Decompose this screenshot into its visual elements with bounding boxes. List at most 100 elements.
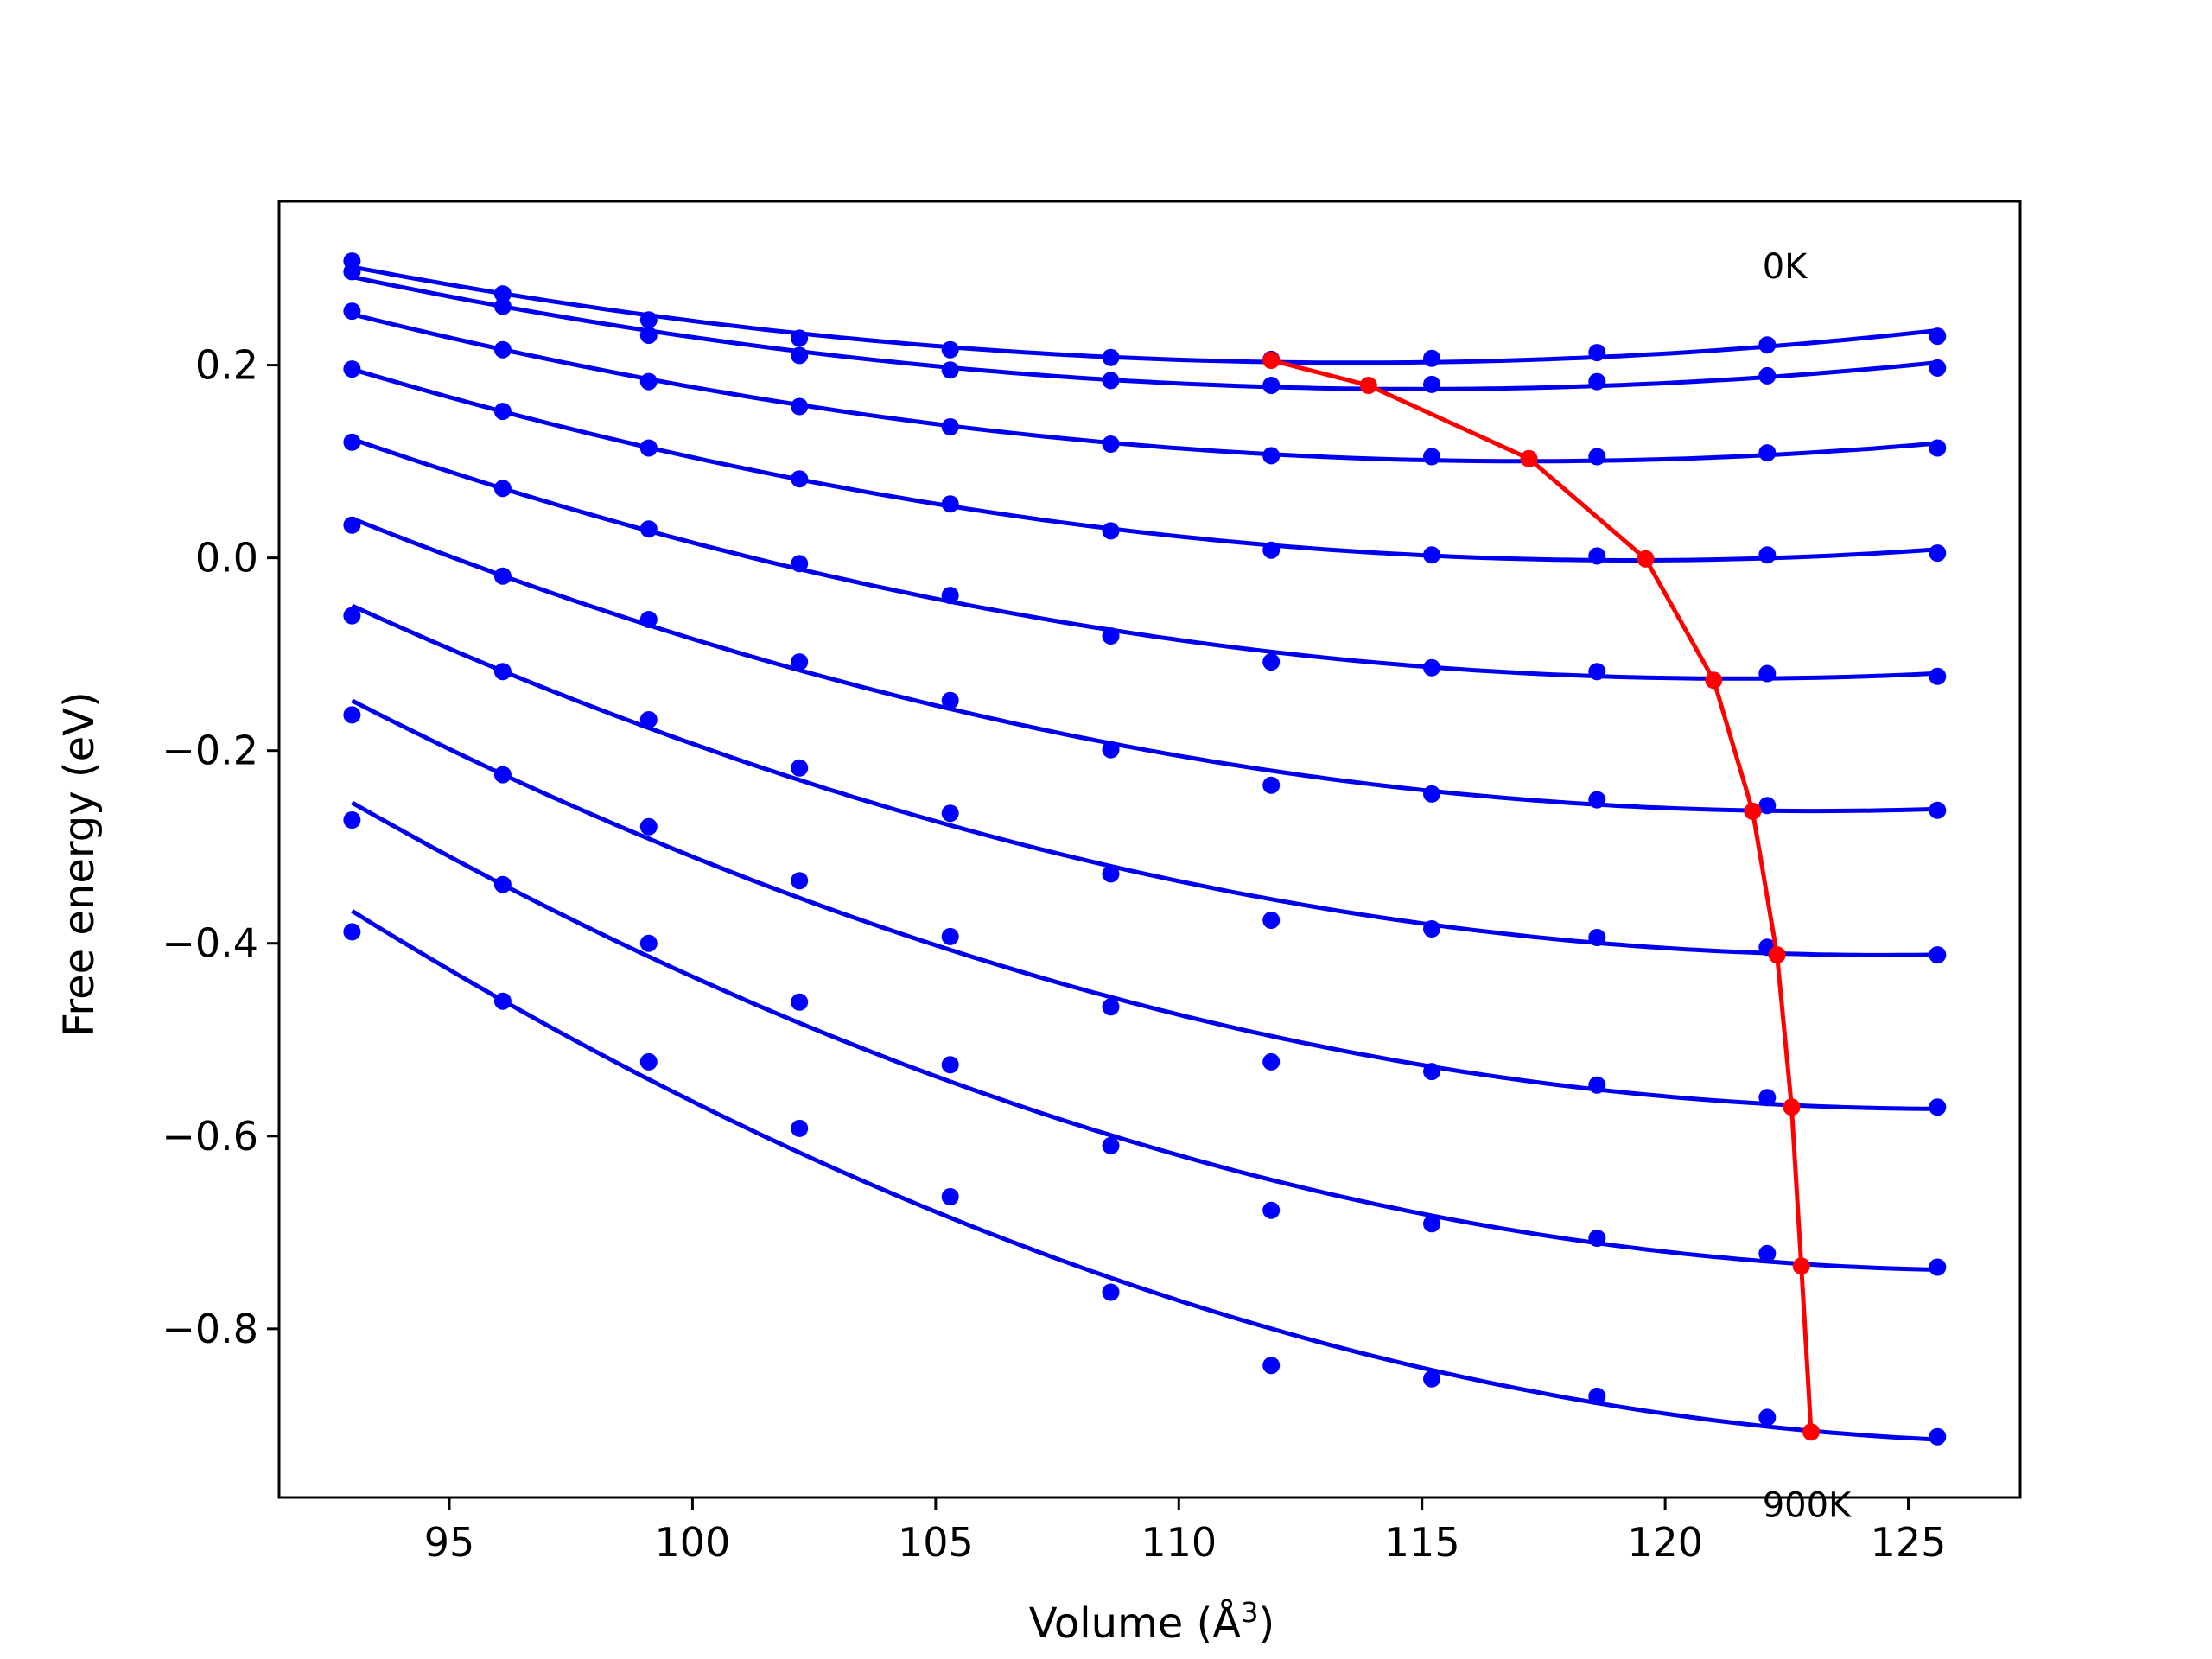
series-3-point-4 [941, 495, 959, 513]
series-3-point-0 [343, 360, 361, 378]
series-4-point-9 [1758, 664, 1777, 683]
series-7-point-5 [1102, 998, 1120, 1016]
series-0-point-4 [941, 340, 959, 359]
series-7-point-0 [343, 706, 361, 724]
series-0-point-3 [791, 329, 809, 347]
series-curve-2 [351, 312, 1938, 464]
series-1-point-7 [1423, 375, 1440, 393]
series-curve-7 [351, 698, 1938, 1111]
series-7-point-2 [639, 817, 658, 836]
series-1-point-10 [1929, 359, 1947, 377]
series-7-point-1 [493, 766, 512, 784]
series-8-point-8 [1588, 1230, 1606, 1247]
series-9-point-8 [1588, 1387, 1606, 1405]
series-0-point-1 [493, 285, 512, 303]
series-3-point-1 [493, 403, 512, 421]
series-curve-0 [351, 264, 1938, 365]
x-axis-label-superscript: 3 [1241, 1596, 1258, 1629]
series-5-point-5 [1102, 741, 1120, 759]
series-curve-5 [351, 516, 1938, 814]
series-7-point-3 [791, 872, 809, 890]
x-axis-label: Volume (Å3) [1029, 1596, 1274, 1648]
series-2-point-9 [1758, 444, 1777, 462]
series-2-point-4 [941, 418, 959, 435]
series-8-point-1 [493, 875, 512, 893]
series-5-point-2 [639, 611, 658, 628]
y-tick-label--0.2: −0.2 [162, 728, 258, 774]
series-9-point-5 [1102, 1283, 1120, 1301]
series-7-point-6 [1262, 1052, 1281, 1071]
series-7-point-8 [1588, 1076, 1606, 1094]
series-curve-6 [351, 603, 1938, 957]
series-9-point-2 [639, 1052, 658, 1071]
series-1-point-9 [1758, 366, 1777, 385]
series-3-point-7 [1423, 546, 1440, 564]
equilibrium-point-0 [1262, 352, 1281, 369]
series-5-point-7 [1423, 785, 1440, 803]
equilibrium-point-2 [1520, 449, 1538, 467]
series-4-point-8 [1588, 663, 1606, 681]
series-6-point-4 [941, 804, 959, 823]
series-curve-9 [351, 909, 1938, 1442]
series-2-point-7 [1423, 448, 1440, 466]
equilibrium-point-8 [1792, 1257, 1810, 1275]
y-axis-label: Free energy (eV) [55, 691, 104, 1036]
series-3-point-9 [1758, 546, 1777, 564]
series-5-point-10 [1929, 801, 1947, 819]
series-5-point-1 [493, 567, 512, 585]
series-7-point-4 [941, 927, 959, 945]
series-5-point-9 [1758, 797, 1777, 815]
series-7-point-7 [1423, 1063, 1440, 1081]
series-9-point-0 [343, 923, 361, 941]
equilibrium-point-7 [1783, 1098, 1801, 1116]
equilibrium-point-1 [1359, 377, 1377, 394]
series-3-point-10 [1929, 544, 1947, 563]
series-1-point-5 [1102, 372, 1120, 390]
series-2-point-5 [1102, 435, 1120, 453]
series-8-point-4 [941, 1056, 959, 1074]
series-4-point-7 [1423, 658, 1440, 677]
y-tick-label--0.4: −0.4 [162, 920, 258, 967]
series-2-point-0 [343, 302, 361, 321]
series-9-point-9 [1758, 1408, 1777, 1427]
series-3-point-8 [1588, 547, 1606, 565]
series-layer [343, 252, 1947, 1446]
x-tick-label-125: 125 [1871, 1519, 1947, 1566]
series-8-point-6 [1262, 1201, 1281, 1219]
x-tick-label-105: 105 [898, 1519, 974, 1566]
series-1-point-1 [493, 297, 512, 315]
series-curve-1 [351, 275, 1938, 391]
x-tick-label-95: 95 [424, 1519, 475, 1566]
series-6-point-7 [1423, 920, 1440, 938]
series-1-point-4 [941, 361, 959, 379]
series-8-point-5 [1102, 1136, 1120, 1154]
x-tick-label-115: 115 [1384, 1519, 1460, 1566]
equilibrium-line [1270, 358, 1814, 1433]
plot-frame [277, 200, 2022, 1499]
series-1-point-0 [343, 263, 361, 281]
x-tick-label-110: 110 [1141, 1519, 1217, 1566]
series-3-point-3 [791, 470, 809, 488]
series-8-point-9 [1758, 1244, 1777, 1262]
annotation-1: 900K [1763, 1485, 1853, 1525]
series-9-point-1 [493, 992, 512, 1010]
series-4-point-3 [791, 555, 809, 573]
annotation-0: 0K [1763, 247, 1808, 287]
series-6-point-8 [1588, 929, 1606, 946]
series-4-point-1 [493, 480, 512, 498]
series-4-point-0 [343, 433, 361, 451]
series-2-point-1 [493, 340, 512, 359]
x-tick-label-120: 120 [1627, 1519, 1703, 1566]
y-axis: 0.2 0.0 −0.2 −0.4 −0.6 −0.8 [162, 342, 279, 1352]
series-3-point-2 [639, 439, 658, 457]
series-4-point-4 [941, 587, 959, 605]
series-2-point-8 [1588, 448, 1606, 466]
series-1-point-2 [639, 327, 658, 344]
series-1-point-3 [791, 346, 809, 365]
series-8-point-10 [1929, 1258, 1947, 1276]
series-2-point-2 [639, 372, 658, 391]
series-3-point-5 [1102, 522, 1120, 540]
series-4-point-10 [1929, 667, 1947, 685]
series-0-point-9 [1758, 336, 1777, 354]
